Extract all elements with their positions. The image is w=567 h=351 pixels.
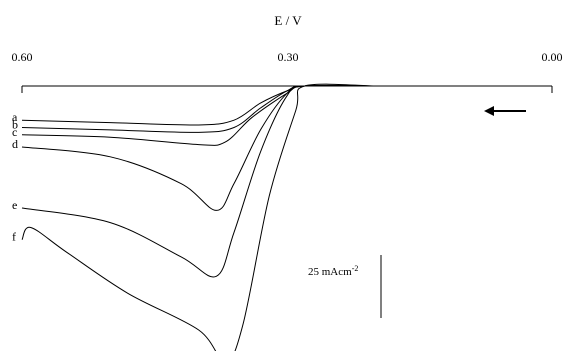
series-a-line [21,85,376,126]
x-tick-label-1: 0.30 [278,50,299,64]
x-axis-label: E / V [274,13,302,28]
series-a-label: a [12,110,18,124]
x-tick-label-0: 0.60 [12,50,33,64]
series-c-label: c [12,125,17,139]
series-c-line [21,84,376,146]
series-f-label: f [12,230,16,244]
x-tick-label-2: 0.00 [542,50,563,64]
series-b-label: b [12,117,18,131]
series-d-line [21,84,376,211]
series-f-line [21,83,376,351]
series-e-label: e [12,198,17,212]
series-e-line [21,84,376,278]
series-d-label: d [12,137,18,151]
sweep-direction-arrow [484,106,526,116]
scale-bar-label: 25 mAcm-2 [308,264,358,278]
